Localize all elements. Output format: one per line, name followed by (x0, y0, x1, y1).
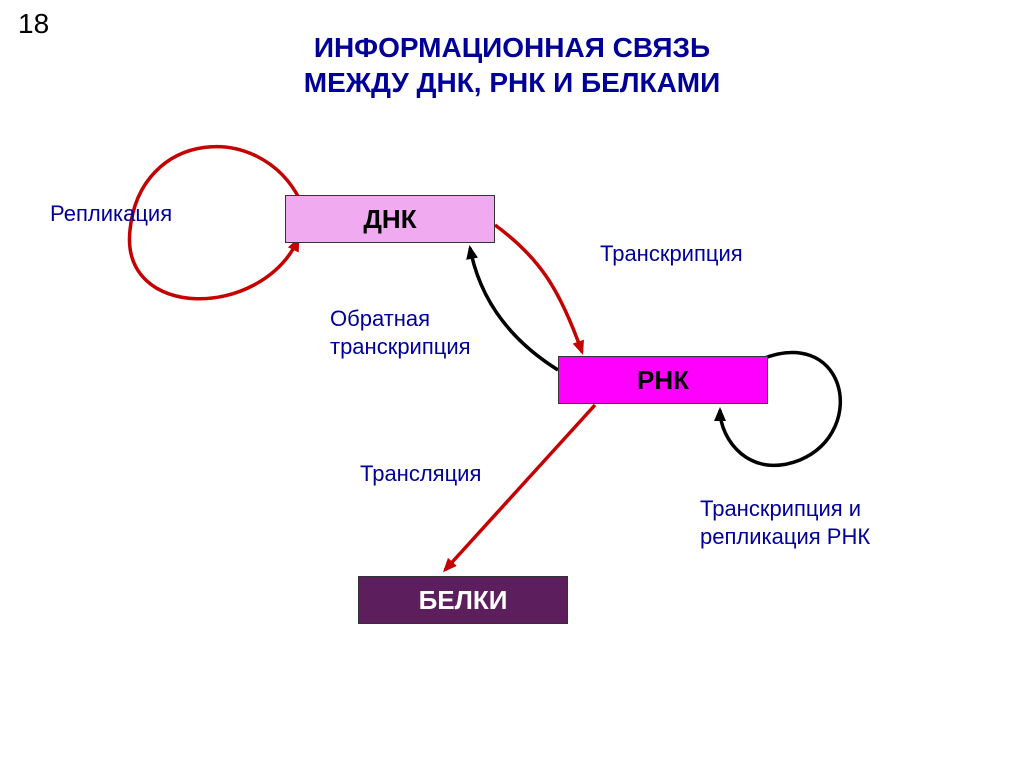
diagram-canvas: ДНК РНК БЕЛКИ Репликация Транскрипция Об… (0, 0, 1024, 768)
reverse-transcription-arrow (470, 248, 558, 370)
label-rna-loop: Транскрипция и репликация РНК (700, 495, 870, 550)
label-replication: Репликация (50, 200, 172, 228)
node-dna: ДНК (285, 195, 495, 243)
translation-arrow (445, 405, 595, 570)
label-transcription: Транскрипция (600, 240, 743, 268)
node-protein: БЕЛКИ (358, 576, 568, 624)
node-rna-label: РНК (637, 365, 689, 396)
node-dna-label: ДНК (363, 204, 416, 235)
node-protein-label: БЕЛКИ (419, 585, 508, 616)
label-translation: Трансляция (360, 460, 481, 488)
transcription-arrow (495, 225, 582, 352)
label-reverse-transcription: Обратная транскрипция (330, 305, 471, 360)
node-rna: РНК (558, 356, 768, 404)
arrows-layer (0, 0, 1024, 768)
